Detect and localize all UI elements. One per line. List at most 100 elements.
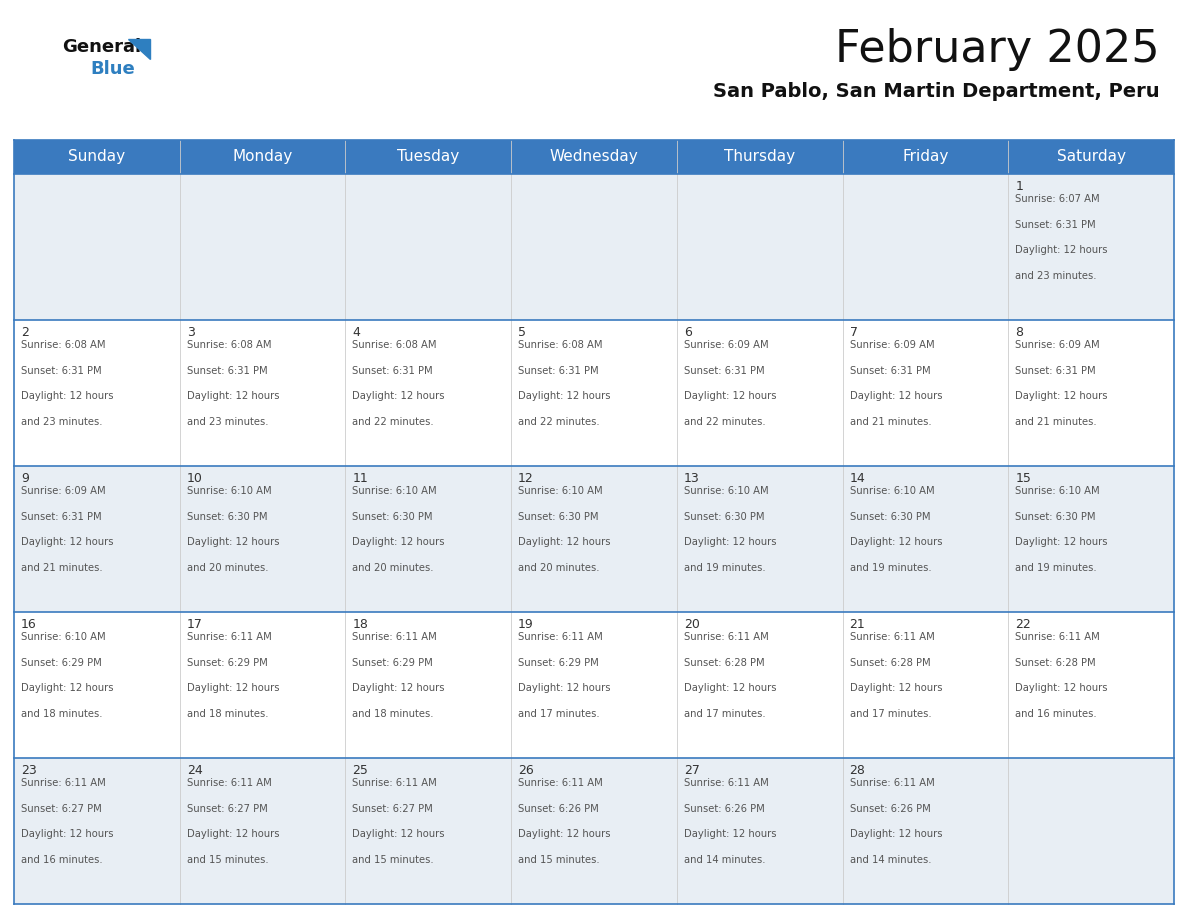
Text: Daylight: 12 hours: Daylight: 12 hours xyxy=(353,391,446,401)
Bar xyxy=(14,466,179,612)
Text: Sunset: 6:26 PM: Sunset: 6:26 PM xyxy=(849,803,930,813)
Text: Sunrise: 6:11 AM: Sunrise: 6:11 AM xyxy=(849,632,934,642)
Text: Blue: Blue xyxy=(90,60,134,78)
Text: and 20 minutes.: and 20 minutes. xyxy=(353,563,434,573)
Text: 22: 22 xyxy=(1016,618,1031,631)
Text: Sunrise: 6:11 AM: Sunrise: 6:11 AM xyxy=(187,632,272,642)
Bar xyxy=(677,320,842,466)
Bar xyxy=(346,174,511,320)
Text: and 17 minutes.: and 17 minutes. xyxy=(684,709,765,719)
Text: Sunrise: 6:11 AM: Sunrise: 6:11 AM xyxy=(187,778,272,788)
Text: and 18 minutes.: and 18 minutes. xyxy=(21,709,102,719)
Text: Tuesday: Tuesday xyxy=(397,150,460,164)
Bar xyxy=(1009,320,1174,466)
Text: Sunset: 6:30 PM: Sunset: 6:30 PM xyxy=(1016,511,1095,521)
Text: Sunrise: 6:11 AM: Sunrise: 6:11 AM xyxy=(518,632,602,642)
Text: and 14 minutes.: and 14 minutes. xyxy=(684,855,765,865)
Text: Daylight: 12 hours: Daylight: 12 hours xyxy=(518,537,611,547)
Bar xyxy=(179,140,346,174)
Text: Daylight: 12 hours: Daylight: 12 hours xyxy=(518,829,611,839)
Text: and 19 minutes.: and 19 minutes. xyxy=(849,563,931,573)
Bar xyxy=(1009,758,1174,904)
Text: and 21 minutes.: and 21 minutes. xyxy=(1016,417,1097,427)
Text: Sunset: 6:29 PM: Sunset: 6:29 PM xyxy=(353,657,434,667)
Bar xyxy=(1009,466,1174,612)
Text: and 18 minutes.: and 18 minutes. xyxy=(353,709,434,719)
Text: and 17 minutes.: and 17 minutes. xyxy=(849,709,931,719)
Bar xyxy=(842,140,1009,174)
Text: Sunrise: 6:08 AM: Sunrise: 6:08 AM xyxy=(187,340,271,350)
Bar xyxy=(511,320,677,466)
Text: Sunset: 6:31 PM: Sunset: 6:31 PM xyxy=(1016,219,1095,230)
Text: Sunset: 6:26 PM: Sunset: 6:26 PM xyxy=(518,803,599,813)
Bar xyxy=(346,320,511,466)
Text: Daylight: 12 hours: Daylight: 12 hours xyxy=(21,683,114,693)
Bar xyxy=(677,612,842,758)
Text: Daylight: 12 hours: Daylight: 12 hours xyxy=(849,391,942,401)
Bar xyxy=(842,174,1009,320)
Bar xyxy=(179,758,346,904)
Polygon shape xyxy=(128,39,150,59)
Text: and 20 minutes.: and 20 minutes. xyxy=(187,563,268,573)
Text: and 14 minutes.: and 14 minutes. xyxy=(849,855,931,865)
Bar xyxy=(14,140,179,174)
Bar xyxy=(511,466,677,612)
Text: Sunrise: 6:10 AM: Sunrise: 6:10 AM xyxy=(353,486,437,496)
Text: Sunrise: 6:10 AM: Sunrise: 6:10 AM xyxy=(684,486,769,496)
Text: Sunset: 6:29 PM: Sunset: 6:29 PM xyxy=(21,657,102,667)
Bar xyxy=(179,174,346,320)
Text: and 23 minutes.: and 23 minutes. xyxy=(21,417,102,427)
Text: Daylight: 12 hours: Daylight: 12 hours xyxy=(849,537,942,547)
Text: Sunset: 6:31 PM: Sunset: 6:31 PM xyxy=(518,365,599,375)
Text: 24: 24 xyxy=(187,764,202,777)
Text: and 21 minutes.: and 21 minutes. xyxy=(849,417,931,427)
Text: 1: 1 xyxy=(1016,180,1023,193)
Text: Sunrise: 6:09 AM: Sunrise: 6:09 AM xyxy=(849,340,934,350)
Text: Sunset: 6:27 PM: Sunset: 6:27 PM xyxy=(187,803,267,813)
Text: Daylight: 12 hours: Daylight: 12 hours xyxy=(21,829,114,839)
Text: and 22 minutes.: and 22 minutes. xyxy=(518,417,600,427)
Text: 10: 10 xyxy=(187,472,203,485)
Text: 23: 23 xyxy=(21,764,37,777)
Text: and 15 minutes.: and 15 minutes. xyxy=(518,855,600,865)
Bar xyxy=(14,612,179,758)
Text: and 18 minutes.: and 18 minutes. xyxy=(187,709,268,719)
Text: and 15 minutes.: and 15 minutes. xyxy=(187,855,268,865)
Bar xyxy=(179,466,346,612)
Text: Sunrise: 6:10 AM: Sunrise: 6:10 AM xyxy=(518,486,602,496)
Text: Sunset: 6:31 PM: Sunset: 6:31 PM xyxy=(21,365,102,375)
Text: 4: 4 xyxy=(353,326,360,339)
Text: Sunrise: 6:10 AM: Sunrise: 6:10 AM xyxy=(21,632,106,642)
Text: Sunrise: 6:11 AM: Sunrise: 6:11 AM xyxy=(21,778,106,788)
Text: 17: 17 xyxy=(187,618,203,631)
Text: Sunset: 6:29 PM: Sunset: 6:29 PM xyxy=(518,657,599,667)
Text: Daylight: 12 hours: Daylight: 12 hours xyxy=(187,829,279,839)
Text: Wednesday: Wednesday xyxy=(550,150,638,164)
Bar xyxy=(346,466,511,612)
Text: 20: 20 xyxy=(684,618,700,631)
Text: Sunset: 6:31 PM: Sunset: 6:31 PM xyxy=(353,365,434,375)
Text: Daylight: 12 hours: Daylight: 12 hours xyxy=(684,537,776,547)
Text: Sunset: 6:31 PM: Sunset: 6:31 PM xyxy=(849,365,930,375)
Text: Thursday: Thursday xyxy=(725,150,795,164)
Text: Daylight: 12 hours: Daylight: 12 hours xyxy=(187,391,279,401)
Bar xyxy=(179,612,346,758)
Bar xyxy=(842,320,1009,466)
Bar xyxy=(1009,612,1174,758)
Bar xyxy=(346,612,511,758)
Text: Sunrise: 6:11 AM: Sunrise: 6:11 AM xyxy=(684,632,769,642)
Text: Daylight: 12 hours: Daylight: 12 hours xyxy=(1016,245,1107,255)
Text: Daylight: 12 hours: Daylight: 12 hours xyxy=(187,683,279,693)
Text: Daylight: 12 hours: Daylight: 12 hours xyxy=(353,537,446,547)
Text: Daylight: 12 hours: Daylight: 12 hours xyxy=(353,829,446,839)
Bar xyxy=(14,758,179,904)
Text: Monday: Monday xyxy=(233,150,292,164)
Text: Sunrise: 6:10 AM: Sunrise: 6:10 AM xyxy=(1016,486,1100,496)
Text: San Pablo, San Martin Department, Peru: San Pablo, San Martin Department, Peru xyxy=(713,82,1159,101)
Bar xyxy=(14,174,179,320)
Text: 21: 21 xyxy=(849,618,865,631)
Text: and 15 minutes.: and 15 minutes. xyxy=(353,855,434,865)
Text: Sunset: 6:29 PM: Sunset: 6:29 PM xyxy=(187,657,267,667)
Text: Daylight: 12 hours: Daylight: 12 hours xyxy=(518,683,611,693)
Bar xyxy=(677,758,842,904)
